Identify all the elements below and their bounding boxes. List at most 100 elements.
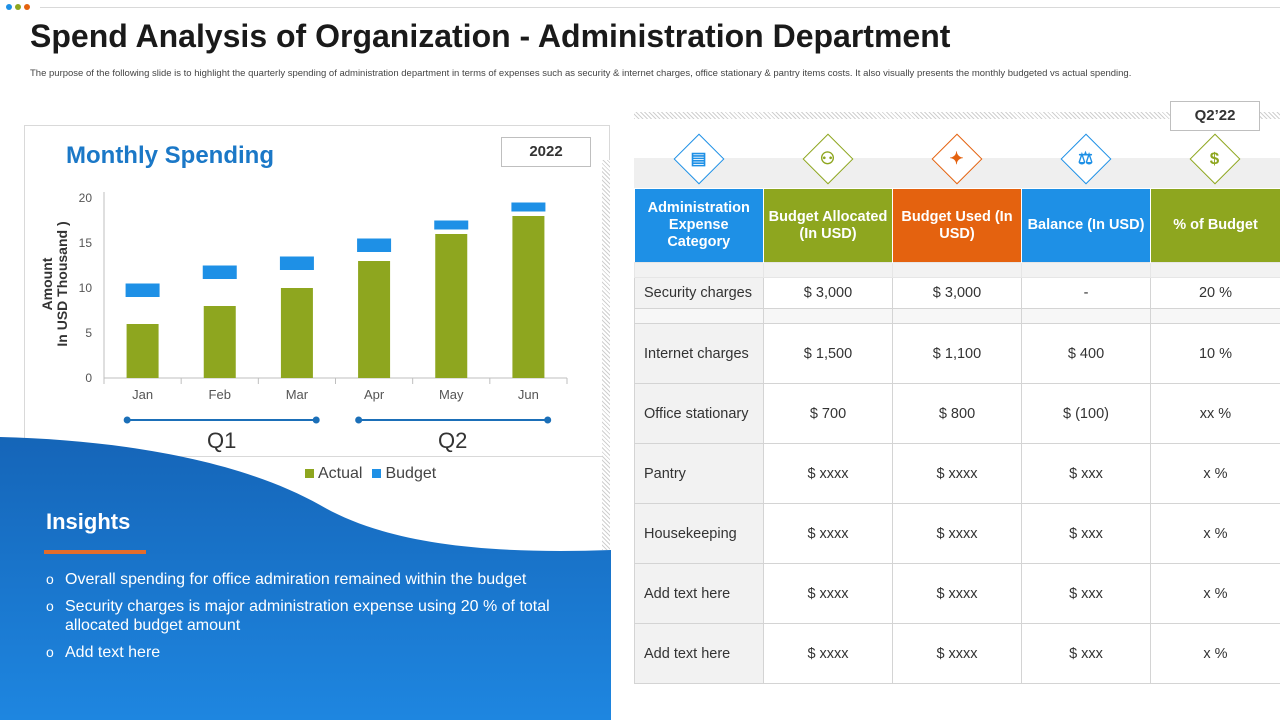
top-divider bbox=[40, 7, 1280, 8]
page-title: Spend Analysis of Organization - Adminis… bbox=[30, 18, 951, 54]
value-cell: xx % bbox=[1150, 383, 1280, 444]
value-cell: $ xxx bbox=[1021, 503, 1151, 564]
value-cell: $ 700 bbox=[763, 383, 893, 444]
quarter-range-dot bbox=[312, 416, 320, 424]
bar-actual bbox=[358, 261, 391, 378]
bar-actual bbox=[203, 306, 236, 378]
year-box: 2022 bbox=[501, 137, 591, 167]
value-cell: $ xxx bbox=[1021, 563, 1151, 624]
quarter-label-q1: Q1 bbox=[207, 428, 237, 453]
header-budget-used: Budget Used (In USD) bbox=[892, 189, 1022, 263]
table-row: Add text here $ xxxx $ xxxx $ xxx x % bbox=[634, 563, 1280, 624]
value-cell: 20 % bbox=[1150, 277, 1280, 309]
category-cell: Add text here bbox=[634, 563, 764, 624]
value-cell: x % bbox=[1150, 563, 1280, 624]
value-cell: $ xxxx bbox=[892, 443, 1022, 504]
bar-actual bbox=[435, 234, 468, 378]
bar-budget bbox=[434, 220, 469, 230]
y-tick-label: 10 bbox=[79, 281, 93, 295]
team-icon: ⚇ bbox=[819, 149, 836, 168]
brand-dots bbox=[6, 4, 30, 10]
x-tick-label: Jun bbox=[518, 387, 539, 402]
bar-actual bbox=[126, 324, 159, 378]
bar-budget bbox=[357, 238, 392, 252]
bar-actual bbox=[280, 288, 313, 378]
insight-item: Security charges is major administration… bbox=[46, 597, 586, 635]
chart-title: Monthly Spending bbox=[66, 142, 274, 169]
value-cell: $ (100) bbox=[1021, 383, 1151, 444]
table-gap-row bbox=[634, 308, 1280, 324]
quarter-range-dot bbox=[355, 416, 363, 424]
table-row: Add text here $ xxxx $ xxxx $ xxx x % bbox=[634, 623, 1280, 684]
hatch-divider-horizontal bbox=[634, 112, 1280, 119]
legend-actual: Actual bbox=[305, 465, 362, 483]
table-row: Housekeeping $ xxxx $ xxxx $ xxx x % bbox=[634, 503, 1280, 564]
category-cell: Housekeeping bbox=[634, 503, 764, 564]
table-header-row: Administration Expense Category Budget A… bbox=[634, 189, 1280, 263]
value-cell: x % bbox=[1150, 443, 1280, 504]
y-tick-label: 0 bbox=[85, 371, 92, 385]
insights-list: Overall spending for office admiration r… bbox=[46, 570, 586, 670]
bar-budget bbox=[511, 202, 546, 212]
x-tick-label: Apr bbox=[364, 387, 385, 402]
y-tick-label: 15 bbox=[79, 236, 93, 250]
hatch-divider-vertical bbox=[602, 160, 610, 550]
table-row: Internet charges $ 1,500 $ 1,100 $ 400 10 % bbox=[634, 323, 1280, 384]
handshake-icon: ✦ bbox=[949, 149, 964, 168]
page-description: The purpose of the following slide is to… bbox=[30, 68, 1132, 79]
insights-title: Insights bbox=[46, 509, 131, 534]
quarter-range-dot bbox=[123, 416, 131, 424]
bar-actual bbox=[512, 216, 545, 378]
quarter-range-dot bbox=[544, 416, 552, 424]
value-cell: $ xxxx bbox=[763, 443, 893, 504]
value-cell: $ xxxx bbox=[892, 563, 1022, 624]
bar-budget bbox=[202, 265, 237, 279]
value-cell: $ xxxx bbox=[892, 623, 1022, 684]
value-cell: $ xxxx bbox=[763, 563, 893, 624]
table-row: Office stationary $ 700 $ 800 $ (100) xx % bbox=[634, 383, 1280, 444]
category-cell: Pantry bbox=[634, 443, 764, 504]
chart-card bbox=[24, 125, 610, 457]
value-cell: $ xxxx bbox=[763, 623, 893, 684]
y-tick-label: 20 bbox=[79, 191, 93, 205]
value-cell: - bbox=[1021, 277, 1151, 309]
x-tick-label: May bbox=[439, 387, 464, 402]
value-cell: x % bbox=[1150, 503, 1280, 564]
people-balance-icon: ⚖ bbox=[1077, 149, 1094, 168]
value-cell: $ xxx bbox=[1021, 443, 1151, 504]
header-budget-allocated: Budget Allocated (In USD) bbox=[763, 189, 893, 263]
table-row: Security charges $ 3,000 $ 3,000-20 % bbox=[634, 277, 1280, 309]
insight-item: Add text here bbox=[46, 643, 586, 662]
value-cell: $ 3,000 bbox=[763, 277, 893, 309]
value-cell: $ 1,500 bbox=[763, 323, 893, 384]
bar-budget bbox=[279, 256, 314, 270]
insights-underline bbox=[44, 550, 146, 554]
header-percent-budget: % of Budget bbox=[1150, 189, 1280, 263]
money-bag-icon: $ bbox=[1209, 149, 1220, 168]
legend-budget: Budget bbox=[372, 465, 436, 483]
table-gap-row bbox=[634, 262, 1280, 278]
category-cell: Add text here bbox=[634, 623, 764, 684]
value-cell: 10 % bbox=[1150, 323, 1280, 384]
quarter-box: Q2’22 bbox=[1170, 101, 1260, 131]
y-tick-label: 5 bbox=[85, 326, 92, 340]
x-tick-label: Jan bbox=[132, 387, 153, 402]
value-cell: x % bbox=[1150, 623, 1280, 684]
header-balance: Balance (In USD) bbox=[1021, 189, 1151, 263]
value-cell: $ 3,000 bbox=[892, 277, 1022, 309]
value-cell: $ xxx bbox=[1021, 623, 1151, 684]
quarter-label-q2: Q2 bbox=[438, 428, 468, 453]
value-cell: $ 1,100 bbox=[892, 323, 1022, 384]
table-row: Pantry $ xxxx $ xxxx $ xxx x % bbox=[634, 443, 1280, 504]
x-tick-label: Feb bbox=[209, 387, 231, 402]
chart-legend: Actual Budget bbox=[305, 465, 436, 483]
category-cell: Office stationary bbox=[634, 383, 764, 444]
insight-item: Overall spending for office admiration r… bbox=[46, 570, 586, 589]
value-cell: $ 800 bbox=[892, 383, 1022, 444]
x-tick-label: Mar bbox=[286, 387, 309, 402]
document-icon: ▤ bbox=[690, 149, 707, 168]
value-cell: $ xxxx bbox=[892, 503, 1022, 564]
category-cell: Internet charges bbox=[634, 323, 764, 384]
value-cell: $ xxxx bbox=[763, 503, 893, 564]
